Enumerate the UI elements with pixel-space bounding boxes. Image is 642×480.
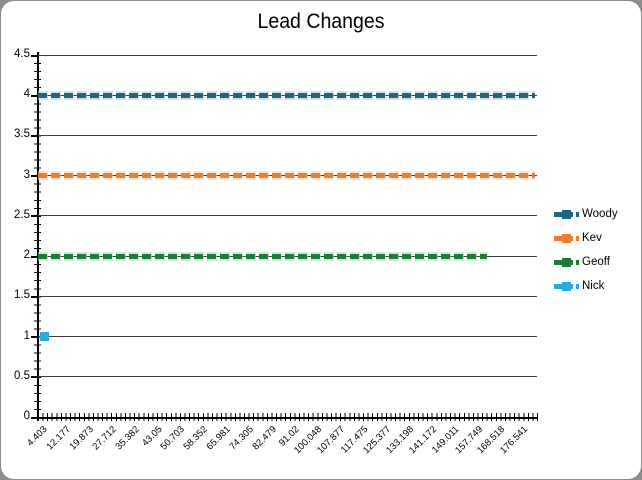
- y-axis-label: 0: [23, 410, 30, 422]
- y-axis-label: 4: [23, 88, 30, 101]
- y-axis-label: 2: [23, 249, 30, 262]
- x-axis-label: 12.177: [44, 424, 73, 453]
- legend-marker-square: [562, 281, 571, 291]
- legend-item-woody[interactable]: Woody: [554, 206, 640, 222]
- series-line-geoff[interactable]: [38, 253, 487, 259]
- x-axis-label: 82.479: [250, 424, 279, 453]
- y-axis-major-tick: [31, 376, 38, 379]
- legend-swatch-nick: [554, 281, 579, 291]
- y-axis-label: 1: [23, 329, 30, 342]
- legend-item-geoff[interactable]: Geoff: [554, 254, 640, 270]
- y-axis-label: 2.5: [14, 208, 30, 221]
- y-axis-label: 1.5: [14, 289, 30, 302]
- y-axis-major-tick: [31, 175, 38, 178]
- gridline: [38, 336, 537, 338]
- series-marker-nick[interactable]: [40, 332, 49, 342]
- legend-swatch-geoff: [554, 257, 579, 267]
- y-axis-major-tick: [31, 54, 38, 57]
- y-axis-major-tick: [31, 215, 38, 218]
- x-axis-label: 19.873: [67, 424, 96, 453]
- series-line-kev[interactable]: [38, 173, 535, 179]
- series-line-woody[interactable]: [38, 92, 535, 98]
- y-axis-minor-ticks: [34, 55, 41, 419]
- legend-label: Nick: [582, 280, 605, 292]
- gridline: [38, 54, 537, 56]
- y-axis-label: 3.5: [14, 128, 30, 141]
- y-axis-major-tick: [31, 255, 38, 258]
- y-axis-major-tick: [31, 416, 38, 419]
- legend-swatch-kev: [554, 233, 579, 243]
- legend-swatch-woody: [554, 209, 579, 219]
- legend-marker-square: [562, 233, 571, 243]
- x-axis-label: 58.352: [181, 424, 211, 453]
- legend: Woody Kev Geoff Nick: [554, 206, 640, 302]
- y-axis-label: 0.5: [14, 369, 30, 382]
- y-axis-label: 4.5: [14, 48, 30, 60]
- legend-item-nick[interactable]: Nick: [554, 278, 640, 294]
- legend-label: Kev: [582, 232, 602, 244]
- legend-item-kev[interactable]: Kev: [554, 230, 640, 246]
- x-axis-label: 65.981: [204, 424, 233, 453]
- gridline: [38, 134, 537, 136]
- x-axis-line: [38, 416, 537, 419]
- chart-title: Lead Changes: [257, 10, 385, 33]
- legend-label: Geoff: [582, 256, 610, 268]
- legend-label: Woody: [582, 208, 618, 220]
- x-axis-label: 27.712: [90, 424, 119, 453]
- legend-marker-square: [562, 209, 571, 219]
- y-axis-major-tick: [31, 94, 38, 97]
- gridline: [38, 215, 537, 217]
- y-axis-major-tick: [31, 134, 38, 137]
- legend-marker-square: [562, 257, 571, 267]
- x-axis-label: 74.305: [227, 424, 256, 453]
- gridline: [38, 295, 537, 297]
- y-axis-major-tick: [31, 295, 38, 298]
- gridline: [38, 376, 537, 378]
- y-axis-label: 3: [23, 168, 30, 181]
- y-axis-major-tick: [31, 336, 38, 339]
- x-axis-label: 35.382: [113, 424, 142, 453]
- x-axis-label: 50.703: [158, 424, 188, 453]
